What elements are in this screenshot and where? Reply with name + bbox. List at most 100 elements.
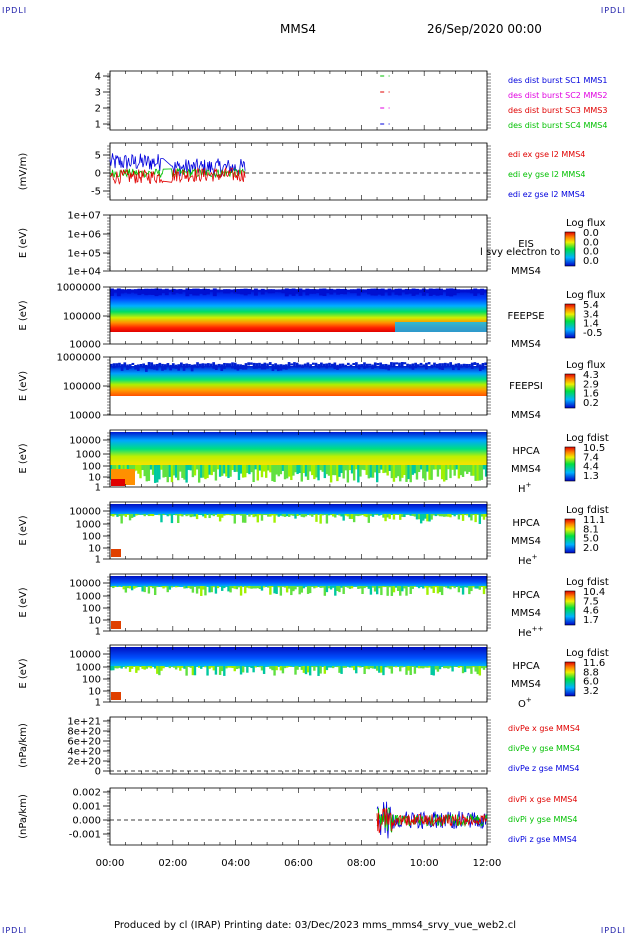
hpca_h-tail-cell [257,465,259,481]
burst-legend-entry: des dist burst SC3 MMS3 [508,106,607,115]
hpca_h-tail-cell [386,465,388,476]
hpca_he2-tail-cell [137,586,139,587]
hpca_o-tail-cell [271,666,273,670]
hpca_h-tail-cell [307,465,309,480]
feepsi-noise-cell [406,364,409,366]
feepsi-noise-cell [379,363,382,369]
hpca_he-tail-cell [449,514,451,517]
feepse-noise-cell [333,289,337,292]
hpca_h-tail-cell [248,465,250,474]
hpca_he-tail-cell [141,514,143,515]
hpca_he-tail-cell [483,514,485,520]
feepsi-noise-cell [129,364,132,368]
feepse-noise-cell [168,289,172,292]
hpca_he2-tail-cell [466,586,468,588]
hpca_h-tail-cell [376,465,378,482]
feepsi-noise-cell [261,364,264,370]
feepsi-noise-cell [307,362,310,366]
hpca_he2-tail-cell [169,586,171,590]
feepsi-noise-cell [420,363,423,366]
hpca_he2-tail-cell [257,586,259,588]
hpca_he-tail-cell [255,514,257,516]
hpca_h-tail-cell [282,465,284,471]
hpca_he-tail-cell [135,514,137,516]
hpca_o-tail-cell [435,666,437,669]
feepsi-noise-cell [355,362,358,367]
hpca_h-tail-cell [474,465,476,481]
hpca_he-tail-cell [236,514,238,515]
feepse-noise-cell [233,289,237,293]
hpca_he2-tail-cell [464,586,466,587]
hpca_h-tail-cell [456,465,458,469]
hpca_he-tail-cell [430,514,432,520]
hpca_o-tail-cell [395,666,397,667]
hpca_he2-tail-cell [397,586,399,591]
hpca_h-tail-cell [206,465,208,478]
hpca_h-tail-cell [139,465,141,478]
hpca_he2-tail-cell [361,586,363,594]
hpca_he2-tail-cell [175,586,177,587]
hpca_h-ytick-label: 10000 [69,436,101,447]
hpca_he2-tail-cell [273,586,275,593]
hpca_he2-tail-cell [334,586,336,596]
hpca_o-tail-cell [433,666,435,676]
hpca_he-tail-cell [234,514,236,524]
hpca_he2-tail-cell [123,586,125,589]
hpca_he2-tail-cell [386,586,388,596]
hpca_o-tail-cell [213,666,215,670]
hpca_he2-tail-cell [154,586,156,595]
hpca_h-tail-cell [462,465,464,477]
hpca_he-tail-cell [208,514,210,518]
feepse-noise-cell [271,289,275,293]
hpca_he-tail-cell [127,514,129,515]
hpca_o-tail-cell [190,666,192,668]
hpca_he-tail-cell [311,514,313,517]
feepsi-noise-cell [126,364,129,369]
hpca_h-tail-cell [472,465,474,476]
hpca_h-tail-cell [445,465,447,480]
hpca_h-tail-cell [231,465,233,470]
feepsi-noise-cell [161,364,164,371]
hpca_h-tail-cell [296,465,298,474]
hpca_he2-tail-cell [192,586,194,593]
hpca_he2-tail-cell [194,586,196,587]
hpca_he-tail-cell [315,514,317,522]
hpca_h-tail-cell [345,465,347,470]
hpca_h-ylabel: E (eV) [18,443,29,473]
hpca_o-tail-cell [474,666,476,672]
hpca_o-tail-cell [173,666,175,668]
feepse-noise-cell [189,289,193,294]
hpca_o-tail-cell [238,666,240,668]
hpca_he2-tail-cell [255,586,257,588]
hpca_h-tail-cell [395,465,397,478]
hpca_h-tail-cell [158,465,160,479]
hpca_o-tail-cell [345,666,347,668]
hpca_h-tail-cell [292,465,294,476]
hpca_he2-tail-cell [280,586,282,596]
hpca_h-tail-cell [275,465,277,475]
feepsi-noise-cell [258,363,261,368]
hpca_he-tail-cell [428,514,430,522]
hpca_he-tail-cell [351,514,353,519]
hpca_h-tail-cell [449,465,451,478]
hpca_he2-tail-cell [349,586,351,589]
hpca_he-tail-cell [179,514,181,516]
hpca_he-tail-cell [464,514,466,515]
feepsi-spacecraft-label: MMS4 [511,410,541,421]
hpca_he2-tail-cell [460,586,462,588]
hpca_o-tail-cell [418,666,420,668]
feepsi-noise-cell [447,363,450,366]
divpi-legend-entry: divPi x gse MMS4 [508,795,577,804]
hpca_he-tail-cell [322,514,324,515]
hpca_he-tail-cell [366,514,368,517]
hpca_h-tail-cell [244,465,246,477]
hpca_he-tail-cell [259,514,261,515]
hpca_h-tail-cell [160,465,162,470]
feepsi-noise-cell [312,363,315,365]
feepse-noise-cell [350,289,354,293]
hpca_he2-tail-cell [139,586,141,587]
feepsi-noise-cell [145,365,148,372]
hpca_o-tail-cell [198,666,200,668]
feepse-noise-cell [127,289,131,294]
hpca_he-tail-cell [227,514,229,515]
